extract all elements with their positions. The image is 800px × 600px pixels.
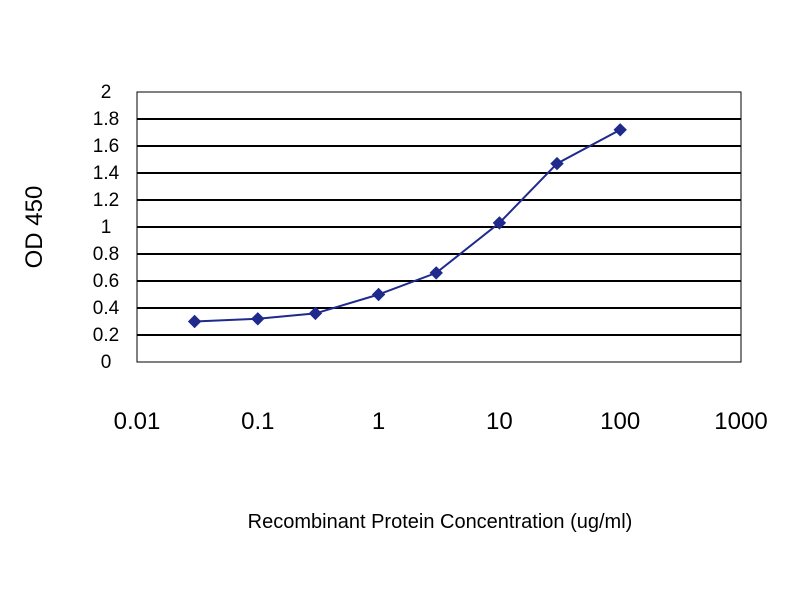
data-point-marker bbox=[613, 123, 627, 137]
data-point-marker bbox=[429, 266, 443, 280]
y-tick-label: 0 bbox=[101, 352, 112, 373]
series-line bbox=[194, 128, 621, 323]
y-tick-label: 1.6 bbox=[93, 136, 119, 157]
grid-lines bbox=[137, 118, 741, 336]
data-point-marker bbox=[492, 216, 507, 230]
data-point-marker bbox=[371, 287, 386, 302]
x-tick-label: 0.01 bbox=[114, 408, 161, 435]
x-tick-label: 1000 bbox=[714, 408, 767, 435]
data-point-marker bbox=[187, 314, 202, 329]
data-point-marker bbox=[308, 306, 323, 321]
y-tick-label: 2 bbox=[101, 82, 112, 103]
y-tick-label: 1.8 bbox=[93, 109, 119, 130]
y-tick-label: 0.6 bbox=[93, 271, 119, 292]
y-axis-title: OD 450 bbox=[21, 186, 48, 269]
y-tick-labels: 0 0.2 0.4 0.6 0.8 1 1.2 1.4 1.6 1.8 2 bbox=[93, 82, 120, 373]
y-tick-label: 0.8 bbox=[93, 244, 119, 265]
y-tick-label: 1.4 bbox=[93, 163, 120, 184]
x-axis-title: Recombinant Protein Concentration (ug/ml… bbox=[248, 511, 633, 533]
x-tick-label: 0.1 bbox=[241, 408, 274, 435]
data-point-marker bbox=[550, 156, 564, 171]
y-tick-label: 1.2 bbox=[93, 190, 119, 211]
x-tick-label: 10 bbox=[486, 408, 513, 435]
x-tick-labels: 0.01 0.1 1 10 100 1000 bbox=[114, 408, 768, 435]
y-tick-label: 1 bbox=[101, 217, 112, 238]
data-point-marker bbox=[251, 312, 265, 326]
y-tick-label: 0.2 bbox=[93, 325, 119, 346]
x-tick-label: 1 bbox=[372, 408, 385, 435]
y-tick-label: 0.4 bbox=[93, 298, 120, 319]
series-group bbox=[187, 123, 627, 329]
x-tick-label: 100 bbox=[600, 408, 640, 435]
